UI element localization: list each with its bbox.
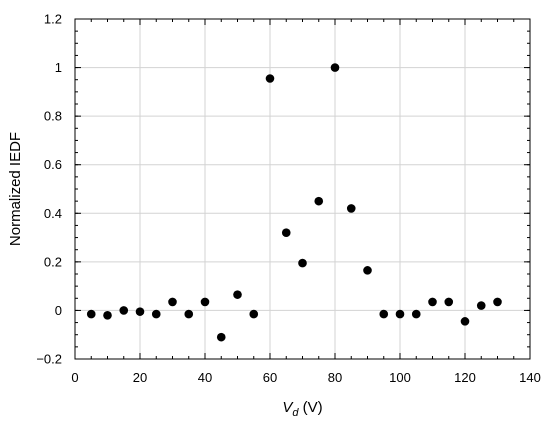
y-tick-label: −0.2 [36, 352, 62, 367]
x-tick-label: 80 [328, 370, 342, 385]
x-axis-title-unit: (V) [298, 399, 322, 416]
data-point [168, 297, 177, 307]
grid [74, 18, 531, 360]
minor-ticks [74, 18, 531, 360]
y-tick-label: 1 [55, 60, 62, 75]
x-tick-label: 0 [71, 370, 78, 385]
data-point [86, 309, 96, 319]
data-point [476, 301, 486, 310]
data-point [216, 332, 226, 342]
y-tick-label: 1.2 [44, 12, 62, 27]
x-axis-title: Vd (V) [282, 399, 322, 419]
data-points [86, 63, 502, 342]
data-point [298, 258, 307, 268]
data-point [103, 310, 112, 320]
data-point [379, 309, 389, 319]
data-point [411, 309, 421, 319]
data-point [363, 266, 372, 275]
y-tick-label: 0.4 [44, 206, 62, 221]
data-point [428, 297, 437, 307]
data-point [460, 317, 470, 326]
x-tick-label: 100 [389, 370, 411, 385]
data-point [249, 309, 259, 319]
data-point [314, 196, 324, 206]
y-tick-label: 0.8 [44, 109, 62, 124]
data-point [119, 306, 129, 315]
data-point [346, 204, 356, 213]
x-tick-label: 40 [198, 370, 212, 385]
x-axis-title-subscript: d [292, 407, 299, 419]
data-point [151, 309, 161, 319]
data-point [233, 290, 242, 299]
plot-frame [74, 18, 531, 360]
x-axis-title-main: V [282, 399, 294, 416]
x-tick-label: 20 [133, 370, 147, 385]
data-point [265, 74, 275, 83]
data-point [135, 307, 145, 316]
y-axis-ticks: −0.2 0 0.2 0.4 0.6 0.8 1 1.2 [36, 12, 530, 367]
data-point [200, 297, 210, 307]
data-point [395, 309, 405, 319]
x-tick-label: 60 [263, 370, 277, 385]
x-tick-label: 120 [454, 370, 476, 385]
y-tick-label: 0.2 [44, 254, 62, 269]
data-point [493, 297, 502, 307]
data-point [281, 228, 291, 238]
data-point [330, 63, 340, 72]
y-tick-label: 0.6 [44, 157, 62, 172]
y-tick-label: 0 [55, 303, 62, 318]
data-point [184, 309, 194, 319]
x-tick-label: 140 [519, 370, 541, 385]
y-axis-title: Normalized IEDF [7, 132, 24, 246]
data-point [444, 297, 454, 307]
x-axis-ticks: 0 20 40 60 80 100 120 140 [71, 19, 541, 385]
